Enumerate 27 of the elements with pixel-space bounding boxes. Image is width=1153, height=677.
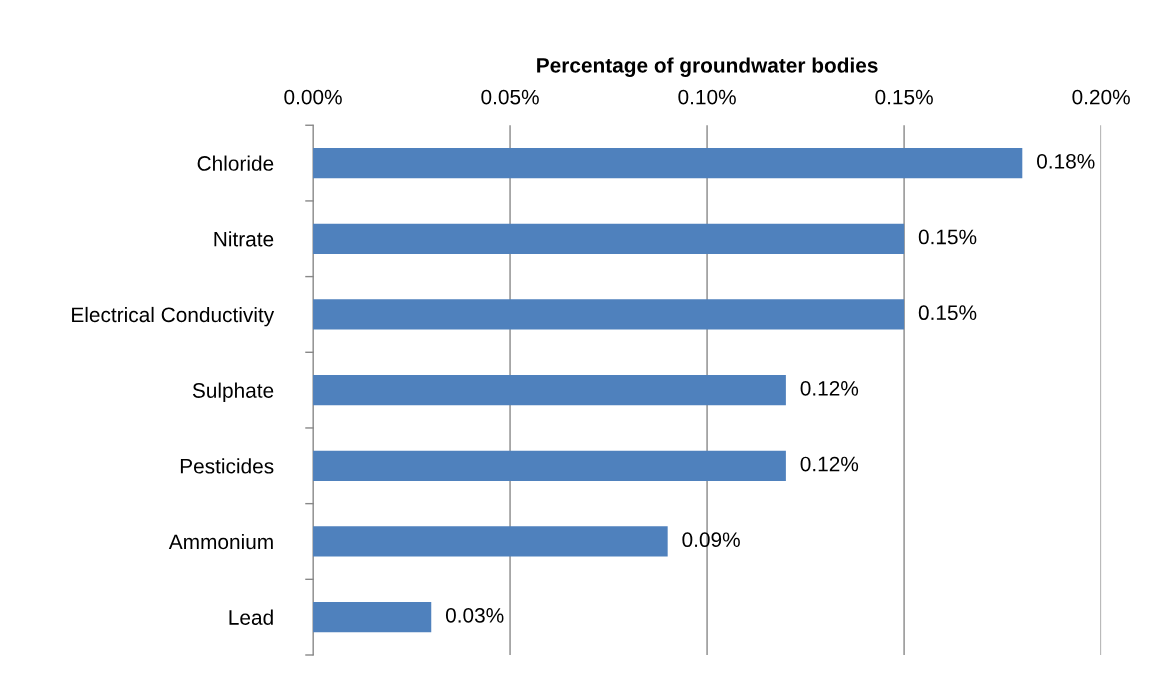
bar [313,602,432,633]
y-tick-label: Chloride [197,155,274,171]
bar [313,223,905,254]
y-tick-label: Lead [229,609,273,625]
x-axis-title: Percentage of groundwater bodies [537,57,878,77]
data-label: 0.03% [445,608,504,623]
y-tick-label: Pesticides [180,458,274,474]
data-label: 0.15% [918,229,977,245]
y-tick-label: Nitrate [214,231,274,247]
data-label: 0.12% [800,380,859,396]
x-tick-label: 0.20% [1072,89,1130,105]
bar [313,299,905,330]
bar [313,374,786,406]
data-label: 0.09% [682,532,740,548]
y-tick-label: Ammonium [168,533,273,550]
x-tick-label: 0.00% [284,89,342,105]
y-tick-label: Sulphate [192,382,274,402]
data-label: 0.12% [800,456,859,472]
y-tick-label: Electrical Conductivity [72,306,275,327]
bar [313,450,786,481]
x-tick-label: 0.05% [481,89,539,105]
x-tick-label: 0.10% [678,89,736,105]
data-label: 0.18% [1037,153,1095,169]
bar [313,526,668,557]
data-label: 0.15% [918,305,977,321]
x-tick-label: 0.15% [875,89,933,105]
bar [313,147,1023,179]
